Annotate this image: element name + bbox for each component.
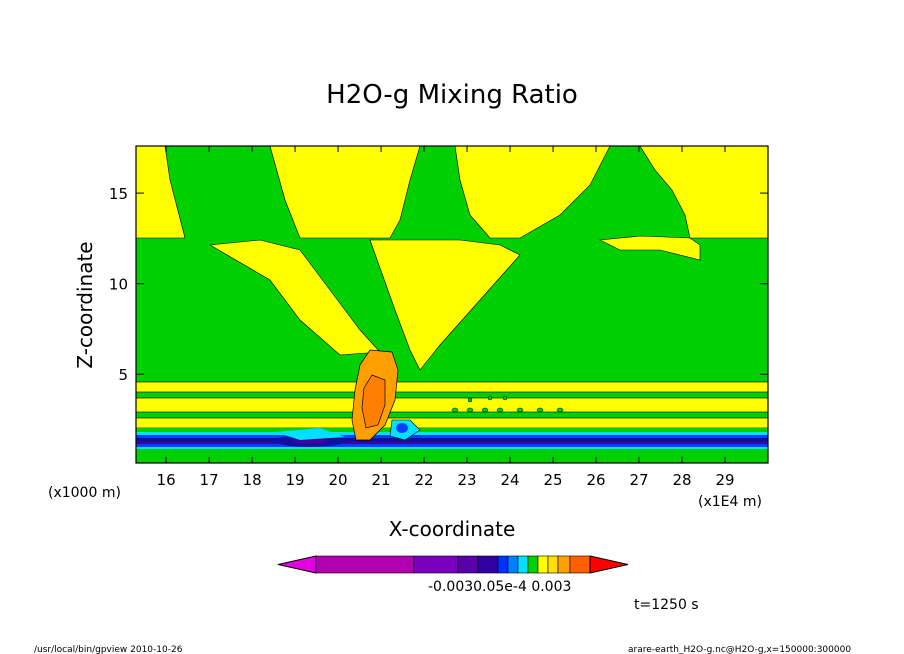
y-tick-label: 5 <box>118 366 128 384</box>
yellow-band-1 <box>136 381 768 393</box>
footer-left: /usr/local/bin/gpview 2010-10-26 <box>34 645 183 654</box>
navy-layer <box>136 438 768 442</box>
colorbar-segment <box>413 555 459 574</box>
colorbar-segment <box>527 555 539 574</box>
footer-right: arare-earth_H2O-g.nc@H2O-g,x=150000:3000… <box>628 645 851 654</box>
y-tick-label: 15 <box>109 185 128 203</box>
cyan-blob <box>275 428 345 440</box>
yellow-wedge-center <box>369 239 521 371</box>
x-tick-label: 17 <box>200 471 219 489</box>
x-tick-label: 23 <box>458 471 477 489</box>
y-axis: 5 10 15 <box>109 185 768 384</box>
x-tick-label: 24 <box>500 471 519 489</box>
yellow-right-patch <box>598 235 701 261</box>
colorbar-segment <box>517 555 529 574</box>
x-tick-label: 22 <box>415 471 434 489</box>
x-axis-label: X-coordinate <box>389 517 516 541</box>
colorbar-segment <box>477 555 499 574</box>
yellow-upper-far <box>639 146 768 239</box>
y-axis-label: Z-coordinate <box>73 241 97 368</box>
time-annotation: t=1250 s <box>634 597 699 613</box>
colorbar-segment <box>497 555 509 574</box>
x-tick-label: 20 <box>329 471 348 489</box>
contour-field <box>135 145 769 464</box>
colorbar-segment <box>457 555 479 574</box>
x-tick-label: 25 <box>543 471 562 489</box>
x-tick-label: 29 <box>715 471 734 489</box>
y-tick-label: 10 <box>109 276 128 294</box>
plot-frame <box>135 145 769 464</box>
x-tick-label: 21 <box>372 471 391 489</box>
x-tick-label: 27 <box>629 471 648 489</box>
cyan-layer <box>136 432 768 435</box>
colorbar-arrow-left <box>277 555 317 574</box>
colorbar-segment <box>315 555 415 574</box>
blue-layer-2 <box>136 444 768 447</box>
x-tick-label: 28 <box>672 471 691 489</box>
colorbar-segment <box>537 555 549 574</box>
cyan-layer-2 <box>136 447 768 449</box>
yellow-wedge-left <box>209 239 381 356</box>
x-unit-left: (x1000 m) <box>48 485 121 501</box>
green-band <box>136 428 768 432</box>
colorbar-segment <box>569 555 591 574</box>
yellow-band-3 <box>136 417 768 429</box>
blue-cell-core <box>396 423 408 433</box>
colorbar-arrow-right <box>589 555 629 574</box>
x-tick-label: 18 <box>243 471 262 489</box>
colorbar-segment <box>547 555 559 574</box>
x-tick-label: 26 <box>586 471 605 489</box>
colorbar-labels: -0.0030.05e-4 0.003 <box>428 579 571 595</box>
yellow-upper-left <box>136 146 186 239</box>
x-unit-right: (x1E4 m) <box>698 494 762 510</box>
colorbar-segment <box>507 555 519 574</box>
chart-title: H2O-g Mixing Ratio <box>326 80 578 110</box>
x-axis: 16 17 18 19 20 21 22 23 24 25 26 27 28 29 <box>157 146 735 489</box>
colorbar <box>277 555 629 574</box>
colorbar-segment <box>557 555 571 574</box>
yellow-upper-right <box>454 146 611 239</box>
wave-marks <box>451 395 564 413</box>
green-bottom <box>136 449 768 463</box>
x-tick-label: 19 <box>286 471 305 489</box>
x-tick-label: 16 <box>157 471 176 489</box>
purple-layer <box>136 442 768 444</box>
yellow-band-2 <box>136 397 768 413</box>
orange-plume-inner <box>361 374 386 429</box>
yellow-upper-arch <box>269 146 421 239</box>
blue-layer <box>136 435 768 438</box>
